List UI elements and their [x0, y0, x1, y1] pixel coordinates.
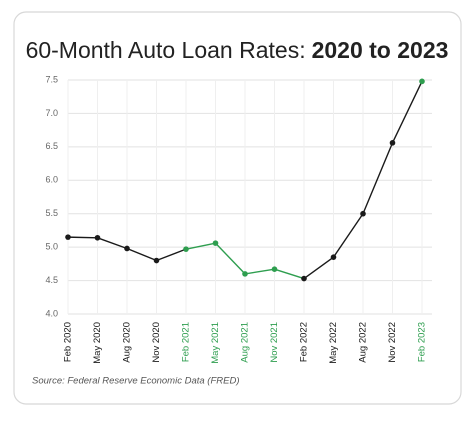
x-tick-label: Aug 2020 [122, 322, 133, 363]
line-segment [156, 248, 187, 262]
data-point [330, 254, 337, 260]
x-tick-label: Nov 2022 [387, 322, 398, 363]
x-tick-label: Aug 2021 [240, 322, 251, 363]
x-tick-label: May 2021 [210, 322, 221, 364]
line-segment [97, 237, 128, 250]
data-point [242, 271, 248, 277]
data-point [124, 245, 130, 252]
line-segment [391, 81, 423, 144]
x-tick-label: Feb 2022 [299, 322, 310, 362]
source-note: Source: Federal Reserve Economic Data (F… [32, 376, 240, 387]
line-segment [303, 256, 334, 280]
y-tick-label: 7.5 [45, 74, 58, 84]
line-segment [244, 268, 275, 275]
y-tick-label: 6.0 [45, 175, 58, 185]
y-tick-label: 6.5 [45, 141, 58, 151]
y-tick-label: 4.0 [45, 308, 58, 318]
card [13, 11, 462, 405]
data-point [212, 240, 219, 246]
data-point [389, 140, 396, 146]
data-point [183, 246, 189, 252]
title-main: 60-Month Auto Loan Rates: [26, 37, 306, 63]
data-point [301, 275, 307, 282]
x-tick-label: Aug 2022 [358, 322, 369, 363]
data-point [360, 210, 366, 217]
data-point [419, 78, 425, 85]
data-point [65, 234, 71, 240]
y-tick-label: 7.0 [45, 108, 58, 118]
line-segment [126, 247, 157, 262]
x-tick-label: May 2022 [328, 322, 339, 364]
x-tick-label: Nov 2021 [269, 322, 280, 363]
line-segment [332, 213, 364, 258]
line-segment [362, 142, 394, 214]
y-tick-label: 5.5 [45, 208, 58, 218]
x-tick-label: Nov 2020 [151, 322, 162, 363]
x-tick-label: Feb 2021 [181, 322, 192, 362]
x-tick-label: May 2020 [92, 322, 103, 364]
line-segment [185, 242, 216, 250]
line-segment [274, 268, 305, 280]
data-point [153, 257, 160, 264]
x-tick-label: Feb 2023 [417, 322, 428, 362]
chart-title: 60-Month Auto Loan Rates: 2020 to 2023 [26, 37, 449, 63]
line-segment [214, 242, 246, 275]
data-point [94, 234, 101, 241]
y-tick-label: 4.5 [45, 275, 58, 285]
title-highlight: 2020 to 2023 [312, 37, 449, 63]
x-tick-label: Feb 2020 [63, 322, 74, 362]
line-segment [67, 236, 98, 239]
y-tick-label: 5.0 [45, 242, 58, 252]
data-point [271, 266, 278, 273]
